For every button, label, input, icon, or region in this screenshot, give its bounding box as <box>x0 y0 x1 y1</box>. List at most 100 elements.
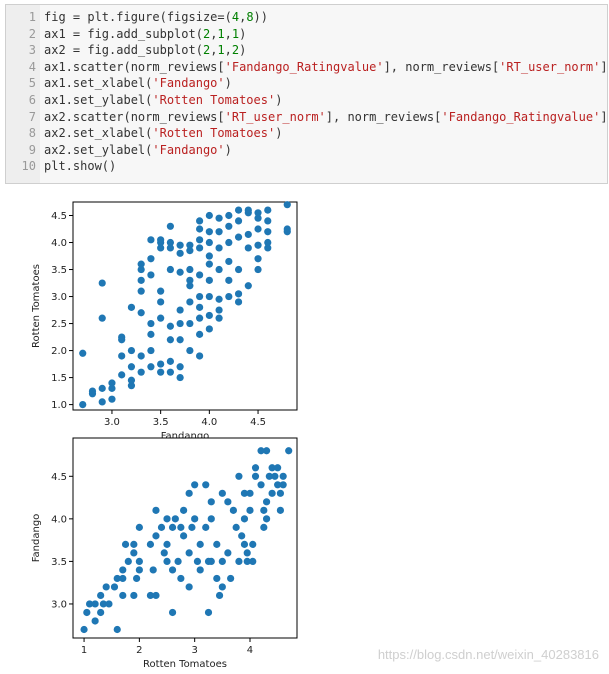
scatter-point <box>215 228 223 236</box>
line-number: 8 <box>28 126 36 141</box>
scatter-point <box>196 314 204 322</box>
scatter-point <box>160 549 168 557</box>
y-tick-label: 2.5 <box>51 319 67 330</box>
scatter-point <box>149 566 157 574</box>
scatter-point <box>119 574 127 583</box>
scatter-point <box>186 265 194 274</box>
scatter-point <box>240 489 249 497</box>
y-tick-label: 3.5 <box>51 265 67 276</box>
scatter-point <box>264 244 272 252</box>
scatter-point <box>177 523 185 531</box>
scatter-point <box>205 252 213 260</box>
scatter-point <box>246 506 254 514</box>
x-tick-label: 4.5 <box>250 417 266 428</box>
scatter-point <box>163 540 171 548</box>
scatter-point <box>166 238 174 247</box>
scatter-point <box>157 523 166 531</box>
scatter-point <box>196 330 204 338</box>
scatter-point <box>185 489 193 497</box>
code-cell[interactable]: 1 2 3 4 5 6 7 8 9 10 fig = plt.figure(figsize=(4,… <box>5 4 609 184</box>
scatter-point <box>249 540 257 548</box>
scatter-point <box>191 481 199 489</box>
scatter-point <box>166 244 174 252</box>
scatter-point <box>218 557 226 566</box>
scatter-point <box>254 225 262 233</box>
scatter-point <box>118 352 126 360</box>
scatter-plot: 3.0 3.5 4.0 4.5 1.0 1.5 2.0 2.5 3.0 3.5 4.0 4.5 Fand… <box>31 201 298 442</box>
scatter-point <box>205 325 213 333</box>
y-axis-label: Rotten Tomatoes <box>31 264 42 348</box>
scatter-point <box>254 241 262 249</box>
scatter-point <box>244 244 252 252</box>
scatter-point <box>108 379 116 387</box>
scatter-point <box>118 336 126 344</box>
scatter-point <box>232 523 240 531</box>
scatter-point <box>176 249 184 257</box>
scatter-point <box>186 319 194 328</box>
scatter-point <box>135 523 143 531</box>
scatter-point <box>166 336 174 344</box>
code-line: ax2.set_xlabel('Rotten Tomatoes') <box>44 126 283 141</box>
scatter-point <box>180 532 188 540</box>
scatter-point <box>130 549 138 557</box>
scatter-point <box>196 225 204 233</box>
scatter-point <box>163 557 171 566</box>
scatter-point <box>265 472 273 480</box>
scatter-point <box>119 591 127 600</box>
scatter-point <box>254 209 262 217</box>
scatter-point <box>283 201 291 209</box>
scatter-point <box>254 255 262 263</box>
scatter-point <box>147 236 155 244</box>
y-tick-label: 2.0 <box>51 346 67 357</box>
scatter-point <box>279 481 287 489</box>
line-number: 3 <box>28 43 36 58</box>
y-tick-label: 4.5 <box>51 211 67 222</box>
scatter-point <box>80 625 88 634</box>
scatter-point <box>229 506 237 514</box>
scatter-point <box>135 557 143 566</box>
scatter-point <box>157 360 165 368</box>
line-number-gutter: 1 2 3 4 5 6 7 8 9 10 <box>6 5 40 183</box>
scatter-point <box>168 608 177 617</box>
y-tick-label: 3.5 <box>51 557 67 568</box>
x-tick-label: 4.0 <box>201 417 217 428</box>
x-tick-label: 3.5 <box>153 417 169 428</box>
scatter-point <box>215 306 223 314</box>
scatter-point <box>257 447 265 455</box>
scatter-point <box>196 236 204 244</box>
scatter-point <box>98 279 106 287</box>
scatter-point <box>176 319 184 328</box>
scatter-point <box>88 387 97 395</box>
scatter-point <box>137 287 145 295</box>
scatter-point <box>225 211 233 220</box>
scatter-point <box>271 472 279 480</box>
scatter-point <box>147 363 155 371</box>
scatter-point <box>202 523 210 531</box>
scatter-point <box>186 247 194 255</box>
scatter-point <box>105 600 113 608</box>
scatter-point <box>279 472 287 480</box>
scatter-point <box>177 574 185 583</box>
scatter-point <box>235 557 243 566</box>
scatter-point <box>205 228 213 236</box>
scatter-point <box>168 523 177 531</box>
scatter-point <box>171 515 179 523</box>
scatter-point <box>98 314 106 322</box>
scatter-point <box>110 583 119 591</box>
scatter-point <box>213 540 221 548</box>
scatter-point <box>264 217 272 225</box>
scatter-point <box>166 222 174 230</box>
scatter-point <box>276 506 285 514</box>
scatter-point <box>205 311 213 320</box>
y-tick-label: 3.0 <box>51 599 67 610</box>
scatter-point <box>234 233 243 241</box>
code-editor[interactable]: fig = plt.figure(figsize=(4,8)) ax1 = fig… <box>44 9 609 175</box>
scatter-point <box>207 498 215 506</box>
scatter-point <box>285 447 293 455</box>
scatter-point <box>147 330 155 338</box>
line-number: 10 <box>21 159 36 174</box>
scatter-point <box>137 352 145 360</box>
scatter-point <box>196 303 204 311</box>
scatter-point <box>127 346 136 355</box>
x-tick-label: 4 <box>247 645 253 656</box>
